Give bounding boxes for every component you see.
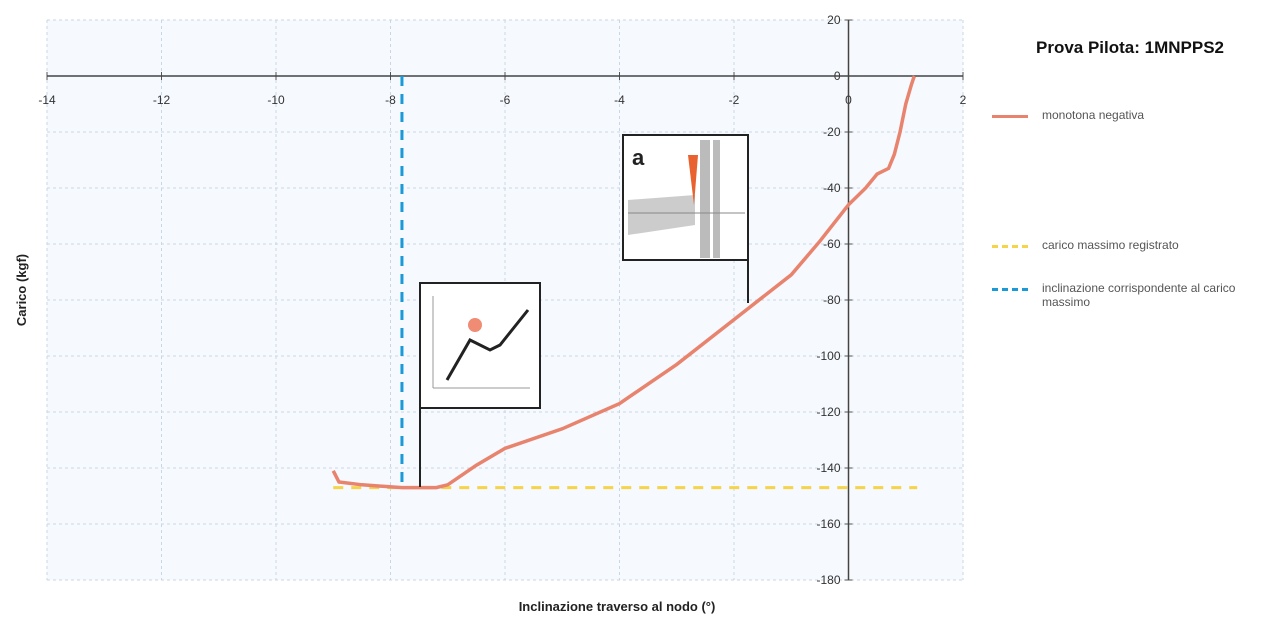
x-tick-label: 2: [960, 93, 967, 107]
x-tick-label: -14: [38, 93, 56, 107]
x-tick-label: -12: [153, 93, 171, 107]
y-tick-label: -120: [816, 405, 840, 419]
y-tick-label: 20: [827, 13, 841, 27]
legend-label: monotona negativa: [1042, 108, 1144, 122]
y-tick-label: -20: [823, 125, 841, 139]
legend-swatch: [992, 288, 1028, 291]
y-tick-label: -100: [816, 349, 840, 363]
x-axis-label: Inclinazione traverso al nodo (°): [519, 599, 716, 614]
y-tick-label: -80: [823, 293, 841, 307]
page: -14-12-10-8-6-4-202200-20-40-60-80-100-1…: [0, 0, 1283, 621]
y-tick-label: -60: [823, 237, 841, 251]
chart: -14-12-10-8-6-4-202200-20-40-60-80-100-1…: [0, 0, 1283, 621]
x-tick-label: -4: [614, 93, 625, 107]
legend-item: carico massimo registrato: [992, 238, 1272, 252]
legend-swatch: [992, 245, 1028, 248]
x-tick-label: -8: [385, 93, 396, 107]
x-tick-label: -2: [729, 93, 740, 107]
y-tick-label: -160: [816, 517, 840, 531]
legend-label: carico massimo registrato: [1042, 238, 1179, 252]
legend-swatch: [992, 115, 1028, 118]
inset-label: a: [632, 145, 645, 170]
x-tick-label: -6: [500, 93, 511, 107]
legend-item: inclinazione corrispondente al carico ma…: [992, 281, 1272, 309]
y-tick-label: -140: [816, 461, 840, 475]
legend-item: monotona negativa: [992, 108, 1272, 122]
chart-title: Prova Pilota: 1MNPPS2: [1036, 38, 1224, 57]
y-axis-label: Carico (kgf): [14, 254, 29, 326]
y-tick-label: -180: [816, 573, 840, 587]
legend-label: inclinazione corrispondente al carico ma…: [1042, 281, 1252, 309]
y-tick-label: -40: [823, 181, 841, 195]
x-tick-label: -10: [267, 93, 285, 107]
